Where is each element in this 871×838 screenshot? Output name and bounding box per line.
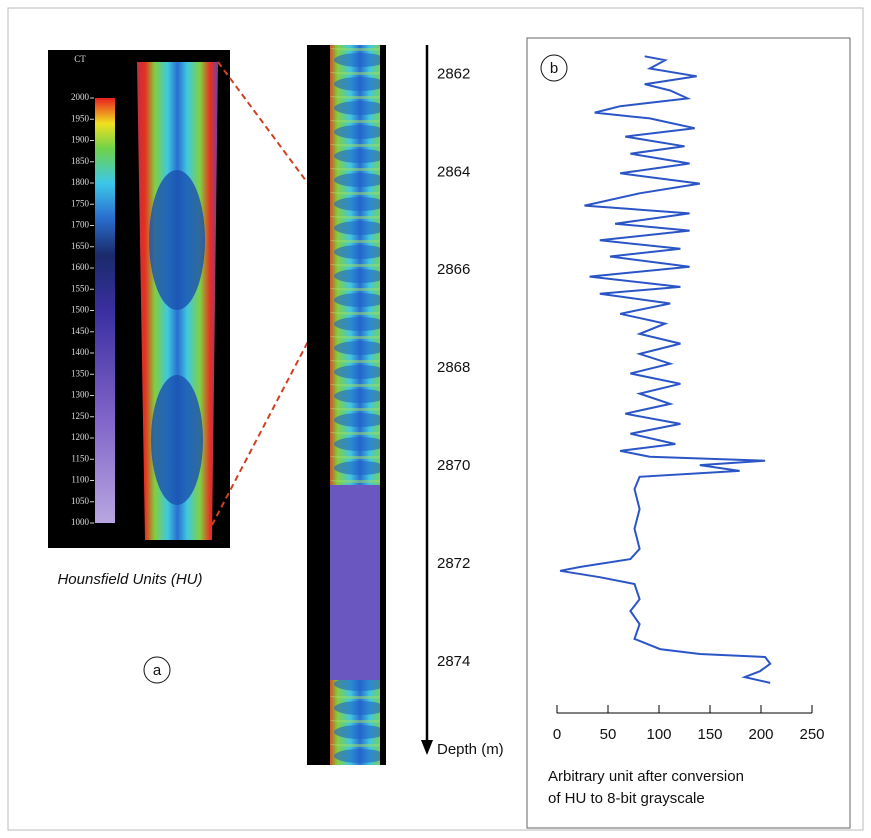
y-tick-label: 2862 [437, 65, 470, 82]
y-tick-label: 2866 [437, 261, 470, 278]
frame [7, 7, 864, 831]
data-line [559, 55, 772, 684]
colorbar-tick-label: 1000 [71, 517, 90, 527]
x-tick-label: 100 [646, 726, 671, 743]
y-tick-label: 2874 [437, 653, 470, 670]
core-section [330, 680, 380, 765]
y-tick-label: 2864 [437, 163, 470, 180]
colorbar-tick-label: 1950 [71, 113, 90, 123]
core-feature [149, 170, 205, 310]
y-axis-label: Depth (m) [437, 741, 504, 758]
colorbar-tick-label: 1450 [71, 326, 90, 336]
colorbar-tick-label: 1200 [71, 432, 90, 442]
x-tick-label: 150 [697, 726, 722, 743]
y-tick-label: 2870 [437, 457, 470, 474]
colorbar-tick-label: 1150 [71, 453, 89, 463]
x-axis-label: of HU to 8-bit grayscale [548, 790, 705, 807]
x-tick-label: 250 [799, 726, 824, 743]
colorbar-tick-label: 1300 [71, 390, 90, 400]
colorbar-tick-label: 1100 [71, 475, 89, 485]
colorbar-tick-label: 1800 [71, 177, 90, 187]
core-feature [151, 375, 203, 505]
x-tick-label: 0 [553, 726, 561, 743]
depth-arrow [421, 740, 433, 755]
colorbar-title: CT [74, 54, 86, 64]
panel-label: a [153, 662, 162, 679]
colorbar-tick-label: 1350 [71, 368, 90, 378]
colorbar-tick-label: 1050 [71, 496, 90, 506]
y-tick-label: 2868 [437, 359, 470, 376]
colorbar-tick-label: 1400 [71, 347, 90, 357]
colorbar-tick-label: 1900 [71, 135, 90, 145]
colorbar-tick-label: 1850 [71, 156, 90, 166]
colorbar-tick-label: 1550 [71, 283, 90, 293]
core-section [330, 45, 380, 485]
panel-badge [143, 656, 171, 684]
colorbar-tick-label: 1600 [71, 262, 90, 272]
x-tick-label: 200 [748, 726, 773, 743]
colorbar-tick-label: 2000 [71, 92, 90, 102]
colorbar [95, 98, 115, 523]
colorbar-tick-label: 1650 [71, 241, 90, 251]
colorbar-tick-label: 1500 [71, 305, 90, 315]
y-tick-label: 2872 [437, 555, 470, 572]
core-section [330, 485, 380, 680]
colorbar-tick-label: 1250 [71, 411, 90, 421]
panel-label: b [550, 60, 558, 77]
x-axis-label: Arbitrary unit after conversion [548, 768, 744, 785]
panel-b-frame [526, 37, 851, 829]
x-tick-label: 50 [600, 726, 617, 743]
colorbar-tick-label: 1700 [71, 220, 90, 230]
colorbar-tick-label: 1750 [71, 198, 90, 208]
panel-badge [540, 54, 568, 82]
colorbar-caption: Hounsfield Units (HU) [57, 571, 202, 588]
